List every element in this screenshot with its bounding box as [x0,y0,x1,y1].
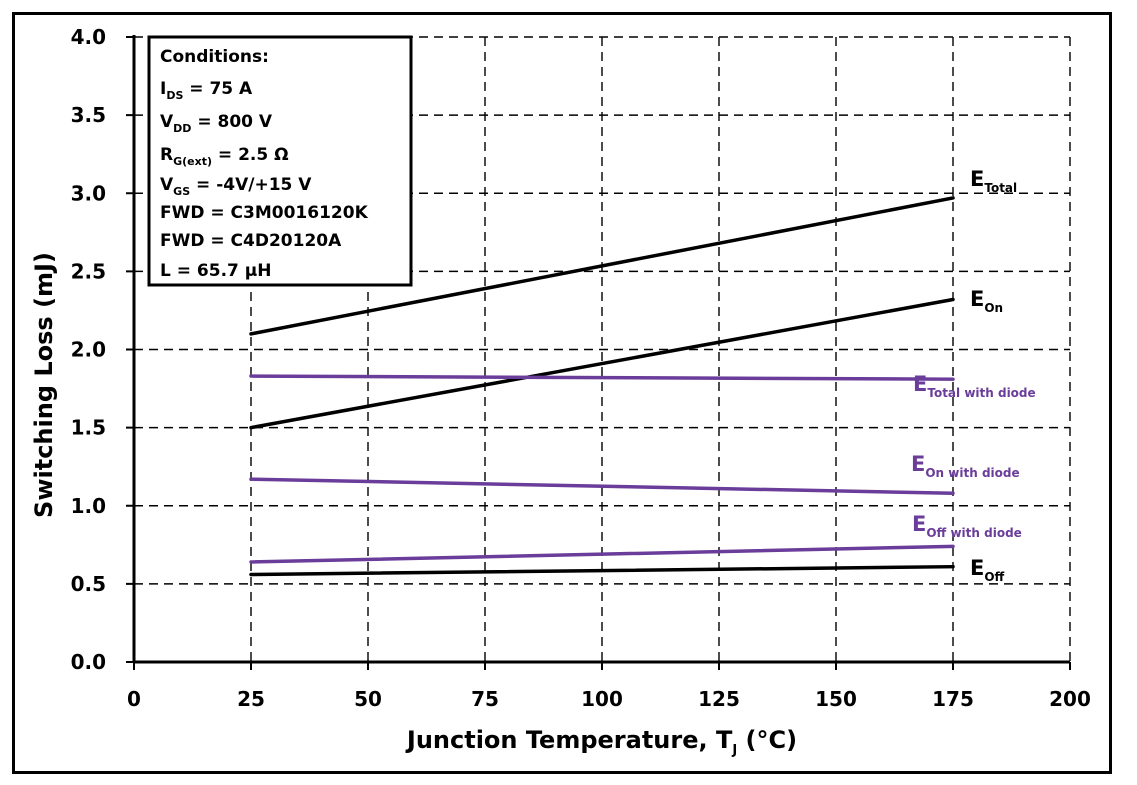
x-tick-label: 25 [237,687,265,711]
x-tick-label: 200 [1049,687,1091,711]
y-axis-title: Switching Loss (mJ) [30,252,58,518]
series-line-eon [249,297,955,430]
y-tick-label: 2.0 [71,338,106,362]
series-label: EOff [970,556,1005,584]
legend-condition: VDD = 800 V [160,112,273,135]
x-tick-labels: 0 25 50 75 100 125 150 175 200 [127,687,1091,711]
series-label: EOn with diode [911,452,1020,480]
series-line-eoff-with-diode [249,544,955,564]
legend-condition: IDS = 75 A [160,79,253,102]
series-line-eoff [249,564,955,577]
y-tick-label: 0.0 [71,650,106,674]
legend-condition: L = 65.7 μH [160,261,272,281]
y-tick-label: 2.5 [71,259,106,283]
conditions-legend: Conditions: IDS = 75 A VDD = 800 V RG(ext) … [147,35,413,287]
y-tick-label: 1.5 [71,416,106,440]
series-label: EOff with diode [912,512,1022,540]
legend-condition: FWD = C3M0016120K [160,203,369,223]
x-tick-label: 175 [932,687,974,711]
legend-box [147,35,413,287]
series-line-etotal-with-diode [249,374,955,381]
x-axis-title: Junction Temperature, TJ (°C) [405,726,797,758]
x-tick-label: 50 [354,687,382,711]
x-tick-label: 0 [127,687,141,711]
series-labels: ETotal EOn ETotal with diode EOn with diode… [911,167,1036,584]
legend-condition: RG(ext) = 2.5 Ω [160,145,289,168]
y-tick-label: 3.0 [71,181,106,205]
y-tick-labels: 0.0 0.5 1.0 1.5 2.0 2.5 3.0 3.5 4.0 [71,25,106,674]
y-tick-label: 0.5 [71,572,106,596]
series-lines [249,196,955,577]
y-tick-label: 1.0 [71,494,106,518]
y-tick-label: 3.5 [71,103,106,127]
legend-condition: VGS = -4V/+15 V [160,175,312,198]
axes [126,35,1071,670]
x-tick-label: 125 [698,687,740,711]
x-tick-label: 75 [471,687,499,711]
series-label: ETotal with diode [913,372,1036,400]
legend-condition: FWD = C4D20120A [160,231,342,251]
x-tick-label: 150 [815,687,857,711]
series-label: EOn [970,287,1003,315]
x-tick-label: 100 [581,687,623,711]
y-tick-label: 4.0 [71,25,106,49]
series-line-etotal [249,196,955,336]
series-label: ETotal [970,167,1017,195]
series-line-eon-with-diode [249,477,955,495]
legend-condition: Conditions: [160,47,269,67]
